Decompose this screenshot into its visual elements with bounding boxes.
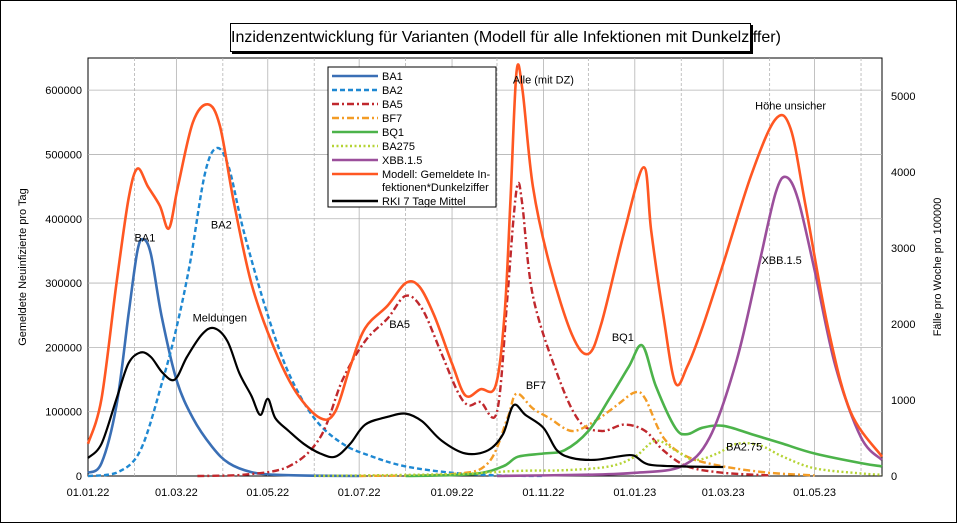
y-tick-label: 100000 [45,407,82,419]
annotations: BA1 BA2 Meldungen BA5 Alle (mit DZ) BF7 BQ1 BA2… [135,75,827,454]
annotation-label: Höhe unsicher [755,100,826,112]
y-tick-label: 400000 [45,214,82,226]
annotation-label: XBB.1.5 [761,255,801,267]
legend-label: BQ1 [382,127,404,139]
series-line-xbb-1-5 [496,175,883,478]
legend-label: Modell: Gemeldete In- [382,169,491,181]
x-tick-label: 01.05.23 [793,487,836,499]
y-tick-label: 500000 [45,149,82,161]
y2-tick-label: 0 [891,471,897,483]
series-line-rki-7-tage-mittel [87,326,724,469]
x-tick-label: 01.09.22 [431,487,474,499]
x-tick-label: 01.01.23 [613,487,656,499]
series-lines [86,63,884,478]
annotation-label: Alle (mit DZ) [513,75,574,87]
y2-tick-label: 1000 [891,395,915,407]
annotation-label: Meldungen [193,313,247,325]
y-tick-label: 300000 [45,278,82,290]
y2-tick-label: 2000 [891,319,915,331]
x-tick-label: 01.05.22 [246,487,289,499]
chart-title: Inzidenzentwicklung für Varianten (Model… [230,23,781,52]
y-axis-title: Gemeldete Neuinfizierte pro Tag [17,188,29,346]
x-tick-label: 01.11.22 [522,487,564,499]
y-tick-label: 600000 [45,85,82,97]
annotation-label: BF7 [526,380,546,392]
legend-label: BA5 [382,99,403,111]
axes: 01.01.22 01.03.22 01.05.22 01.07.22 01.09.22… [45,85,915,499]
series-line-bq1 [405,343,883,478]
annotation-label: BA2.75 [726,441,762,453]
legend-label: BF7 [382,113,402,125]
legend: BA1 BA2 BA5 BF7 BQ1 BA275 XBB.1.5 Modell: Gemel… [327,66,497,208]
y-tick-label: 200000 [45,342,82,354]
legend-label: BA275 [382,141,415,153]
series-line-modell-gemeldete-infektionen-dunkelziffer [86,63,884,458]
y-tick-label: 0 [76,471,82,483]
y2-tick-label: 5000 [891,91,915,103]
y2-axis-title: Fälle pro Woche pro 100000 [932,198,944,337]
legend-label: XBB.1.5 [382,155,422,167]
series-line-ba5 [197,181,770,478]
x-tick-label: 01.07.22 [338,487,381,499]
annotation-label: BQ1 [612,332,634,344]
series-line-ba275 [314,439,883,478]
y2-tick-label: 4000 [891,167,915,179]
x-tick-label: 01.01.22 [67,487,110,499]
x-tick-label: 01.03.22 [155,487,198,499]
annotation-label: BA5 [389,319,410,331]
legend-label: BA1 [382,71,403,83]
x-tick-label: 01.03.23 [702,487,745,499]
annotation-label: BA2 [211,219,232,231]
annotation-label: BA1 [135,232,156,244]
legend-label: BA2 [382,85,403,97]
legend-label: fektionen*Dunkelziffer [382,182,489,194]
y2-tick-label: 3000 [891,243,915,255]
series-line-ba2 [87,146,544,478]
legend-label: RKI 7 Tage Mittel [382,196,466,208]
